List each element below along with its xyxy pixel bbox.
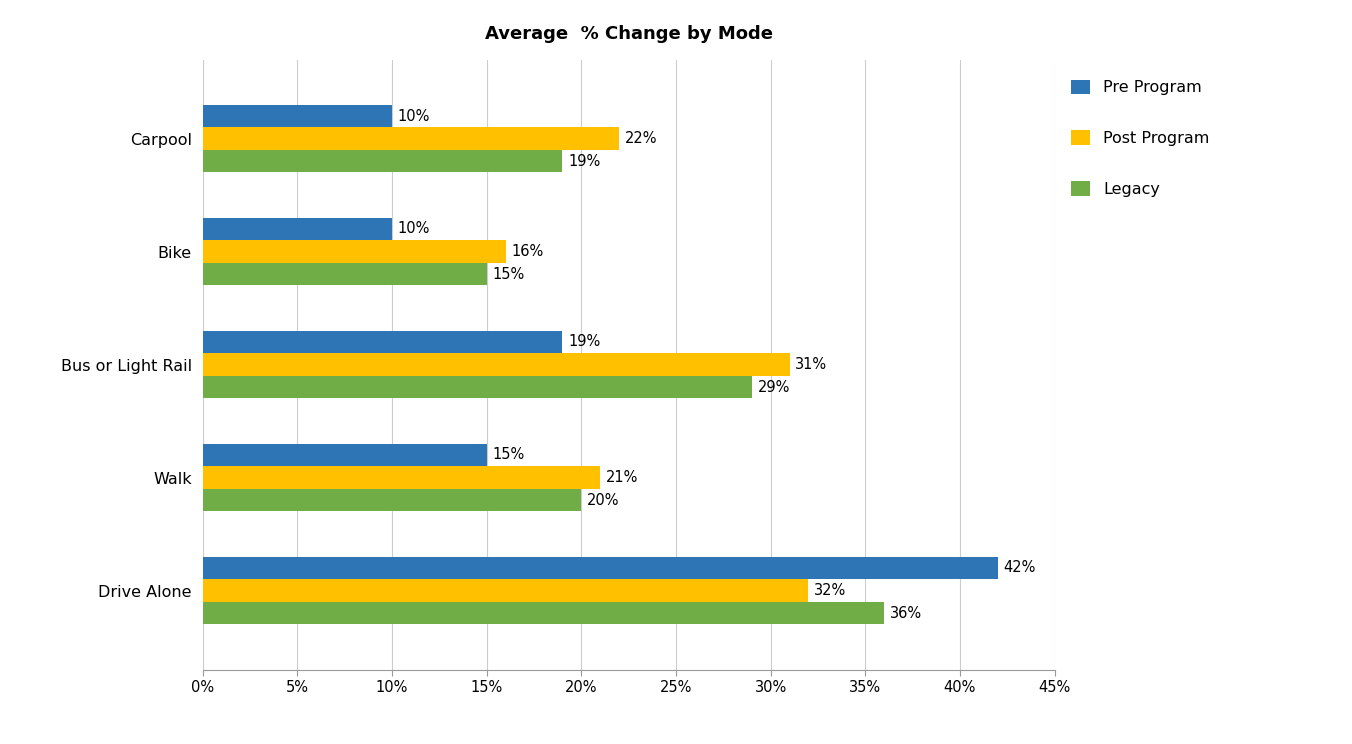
- Text: 22%: 22%: [625, 131, 657, 146]
- Text: 31%: 31%: [795, 357, 827, 372]
- Bar: [203, 330, 562, 353]
- Bar: [203, 376, 752, 399]
- Text: 16%: 16%: [511, 244, 544, 259]
- Bar: [203, 443, 487, 466]
- Bar: [203, 489, 581, 511]
- Text: 21%: 21%: [606, 470, 638, 485]
- Text: 20%: 20%: [587, 493, 619, 507]
- Bar: [203, 127, 619, 150]
- Bar: [203, 150, 562, 173]
- Bar: [203, 466, 600, 489]
- Text: 42%: 42%: [1003, 560, 1036, 575]
- Text: 10%: 10%: [397, 222, 430, 237]
- Bar: [203, 218, 392, 240]
- Text: 29%: 29%: [757, 379, 790, 394]
- Bar: [203, 353, 790, 376]
- Text: 19%: 19%: [568, 154, 600, 169]
- Text: 15%: 15%: [492, 266, 525, 282]
- Bar: [203, 240, 506, 263]
- Bar: [203, 557, 998, 580]
- Bar: [203, 105, 392, 127]
- Text: 15%: 15%: [492, 447, 525, 463]
- Text: 10%: 10%: [397, 109, 430, 124]
- Text: 32%: 32%: [814, 583, 846, 598]
- Legend: Pre Program, Post Program, Legacy: Pre Program, Post Program, Legacy: [1071, 80, 1210, 197]
- Bar: [203, 580, 808, 602]
- Bar: [203, 263, 487, 286]
- Bar: [203, 602, 884, 624]
- Text: 36%: 36%: [890, 606, 922, 620]
- Title: Average  % Change by Mode: Average % Change by Mode: [484, 25, 773, 42]
- Text: 19%: 19%: [568, 335, 600, 350]
